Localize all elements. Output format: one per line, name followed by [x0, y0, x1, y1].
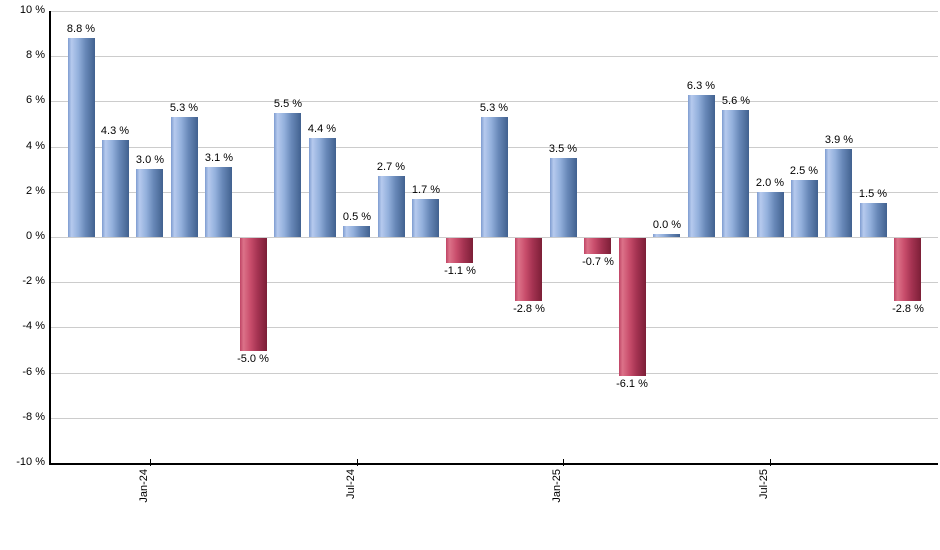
x-axis-tick-mark: [770, 459, 771, 466]
y-axis-tick-label: 4 %: [26, 140, 45, 152]
bar: [309, 138, 336, 237]
gridline: [51, 101, 938, 102]
y-axis-tick-label: -10 %: [16, 456, 45, 468]
x-axis-line: [49, 463, 938, 465]
x-axis-tick-mark: [150, 459, 151, 466]
bar-value-label: 5.6 %: [721, 95, 751, 107]
bar-value-label: 2.7 %: [376, 161, 406, 173]
bar-value-label: 6.3 %: [686, 80, 716, 92]
bar: [171, 117, 198, 237]
bar-value-label: 4.3 %: [100, 125, 130, 137]
gridline: [51, 418, 938, 419]
bar: [240, 238, 267, 351]
bar: [446, 238, 473, 263]
bar: [860, 203, 887, 237]
bar: [653, 234, 680, 237]
bar: [722, 110, 749, 237]
y-axis-line: [49, 11, 51, 465]
y-axis-tick-label: 6 %: [26, 94, 45, 106]
bar: [791, 180, 818, 237]
bar-value-label: 1.7 %: [411, 184, 441, 196]
bar: [412, 199, 439, 237]
bar: [825, 149, 852, 237]
y-axis-tick-label: -4 %: [22, 320, 45, 332]
y-axis-tick-label: 10 %: [19, 4, 45, 16]
bar-value-label: 4.4 %: [307, 123, 337, 135]
bar-value-label: 5.3 %: [169, 102, 199, 114]
gridline: [51, 327, 938, 328]
y-axis-tick-label: 2 %: [26, 185, 45, 197]
bar-value-label: -5.0 %: [237, 353, 269, 365]
bar-value-label: 2.0 %: [755, 177, 785, 189]
y-axis-tick-label: 8 %: [26, 49, 45, 61]
bar: [688, 95, 715, 237]
bar-value-label: 3.9 %: [824, 134, 854, 146]
y-axis-tick-label: -8 %: [22, 411, 45, 423]
x-axis-tick-label: Jan-25: [551, 469, 563, 503]
bar-value-label: -1.1 %: [444, 265, 476, 277]
bar-value-label: -0.7 %: [582, 256, 614, 268]
bar: [205, 167, 232, 237]
bar-value-label: 3.1 %: [204, 152, 234, 164]
x-axis-tick-label: Jul-25: [758, 469, 770, 499]
bar: [515, 238, 542, 301]
bar-value-label: 2.5 %: [789, 165, 819, 177]
bar-value-label: 5.5 %: [273, 98, 303, 110]
bar: [343, 226, 370, 237]
bar: [102, 140, 129, 237]
bar-value-label: 3.5 %: [548, 143, 578, 155]
bar-value-label: 0.5 %: [342, 211, 372, 223]
gridline: [51, 237, 938, 238]
y-axis-tick-label: -6 %: [22, 366, 45, 378]
bar: [68, 38, 95, 237]
bar-value-label: 0.0 %: [652, 219, 682, 231]
gridline: [51, 373, 938, 374]
gridline: [51, 56, 938, 57]
bar: [584, 238, 611, 254]
bar-value-label: -6.1 %: [616, 378, 648, 390]
bar: [550, 158, 577, 237]
gridline: [51, 282, 938, 283]
x-axis-tick-label: Jul-24: [345, 469, 357, 499]
bar-value-label: -2.8 %: [892, 303, 924, 315]
x-axis-tick-mark: [357, 459, 358, 466]
y-axis-tick-label: -2 %: [22, 275, 45, 287]
bar: [757, 192, 784, 237]
bar: [274, 113, 301, 237]
bar: [378, 176, 405, 237]
x-axis-tick-mark: [563, 459, 564, 466]
bar: [619, 238, 646, 376]
bar: [481, 117, 508, 237]
gridline: [51, 11, 938, 12]
bar-value-label: 3.0 %: [135, 154, 165, 166]
y-axis-tick-label: 0 %: [26, 230, 45, 242]
x-axis-tick-label: Jan-24: [138, 469, 150, 503]
bar-value-label: 8.8 %: [66, 23, 96, 35]
bar-value-label: -2.8 %: [513, 303, 545, 315]
bar: [894, 238, 921, 301]
bar: [136, 169, 163, 237]
bar-value-label: 5.3 %: [479, 102, 509, 114]
bar-value-label: 1.5 %: [858, 188, 888, 200]
